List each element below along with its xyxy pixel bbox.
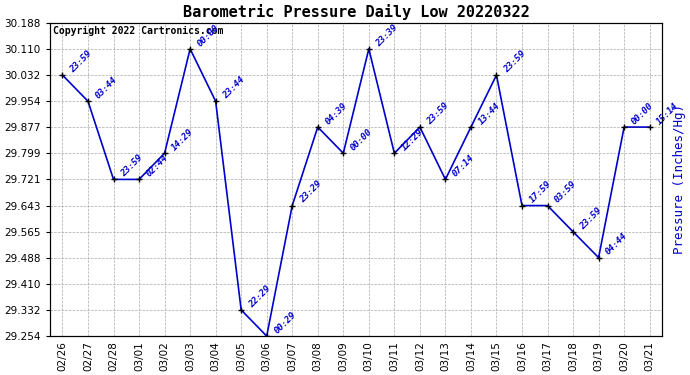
Text: 03:59: 03:59 — [553, 179, 578, 205]
Y-axis label: Pressure (Inches/Hg): Pressure (Inches/Hg) — [673, 104, 686, 254]
Text: 17:59: 17:59 — [528, 179, 553, 205]
Title: Barometric Pressure Daily Low 20220322: Barometric Pressure Daily Low 20220322 — [183, 4, 529, 20]
Text: 23:59: 23:59 — [426, 101, 451, 126]
Text: 15:14: 15:14 — [656, 101, 680, 126]
Text: 00:00: 00:00 — [196, 23, 221, 48]
Text: 02:44: 02:44 — [145, 153, 170, 178]
Text: 14:29: 14:29 — [170, 127, 195, 153]
Text: 00:00: 00:00 — [630, 101, 655, 126]
Text: 23:39: 23:39 — [375, 23, 400, 48]
Text: 04:39: 04:39 — [324, 101, 348, 126]
Text: 12:29: 12:29 — [400, 127, 425, 153]
Text: 23:59: 23:59 — [502, 49, 527, 74]
Text: 23:44: 23:44 — [221, 75, 246, 100]
Text: 13:44: 13:44 — [477, 101, 502, 126]
Text: 23:59: 23:59 — [119, 153, 144, 178]
Text: 00:00: 00:00 — [349, 127, 374, 153]
Text: 22:29: 22:29 — [247, 284, 272, 309]
Text: 04:44: 04:44 — [604, 231, 629, 257]
Text: 23:29: 23:29 — [298, 179, 323, 205]
Text: 23:59: 23:59 — [579, 206, 604, 231]
Text: 00:29: 00:29 — [273, 310, 297, 335]
Text: 23:59: 23:59 — [68, 49, 93, 74]
Text: 03:44: 03:44 — [94, 75, 119, 100]
Text: Copyright 2022 Cartronics.com: Copyright 2022 Cartronics.com — [52, 26, 223, 36]
Text: 07:14: 07:14 — [451, 153, 476, 178]
